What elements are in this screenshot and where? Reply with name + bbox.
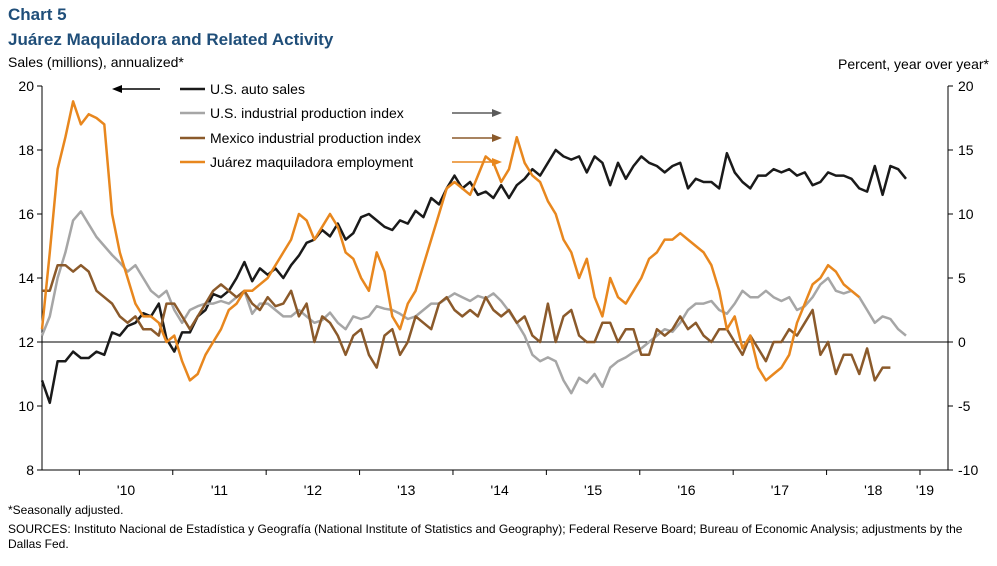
left-tick-label: 16 <box>18 206 34 222</box>
series-lines <box>40 100 907 405</box>
left-tick-label: 8 <box>26 462 34 478</box>
line-chart: 8 10 12 14 16 18 20 -10 -5 0 5 10 15 20 '10 '11 '12 '13 '1… <box>18 78 978 498</box>
footnote: *Seasonally adjusted. <box>8 503 124 517</box>
x-tick-label: '17 <box>771 482 789 498</box>
right-tick-label: 5 <box>958 270 966 286</box>
legend-label-u-s-industrial-production-index: U.S. industrial production index <box>210 105 404 121</box>
x-tick-label: '16 <box>677 482 695 498</box>
chart-title: Juárez Maquiladora and Related Activity <box>8 30 334 49</box>
x-tick-label: '13 <box>397 482 415 498</box>
legend-arrowhead-ju-rez-maquiladora-employment <box>492 158 502 166</box>
left-tick-label: 12 <box>18 334 34 350</box>
x-tick-label: '12 <box>304 482 322 498</box>
right-tick-label: 15 <box>958 142 974 158</box>
left-tick-label: 14 <box>18 270 34 286</box>
legend-arrowhead-u-s-auto-sales <box>112 85 122 93</box>
x-tick-label: '19 <box>916 482 934 498</box>
right-tick-label: -10 <box>958 462 978 478</box>
x-tick-label: '18 <box>864 482 882 498</box>
legend: U.S. auto sales U.S. industrial productio… <box>112 81 502 170</box>
axes: 8 10 12 14 16 18 20 -10 -5 0 5 10 15 20 '10 '11 '12 '13 '1… <box>18 78 978 498</box>
left-tick-label: 20 <box>18 78 34 94</box>
right-tick-label: -5 <box>958 398 971 414</box>
x-tick-label: '14 <box>491 482 509 498</box>
series-line-mexico-industrial-production-index <box>42 263 891 382</box>
legend-label-mexico-industrial-production-index: Mexico industrial production index <box>210 130 421 146</box>
left-tick-label: 18 <box>18 142 34 158</box>
x-tick-label: '15 <box>584 482 602 498</box>
series-line-u-s-industrial-production-index <box>40 210 907 395</box>
chart-label: Chart 5 <box>8 5 67 24</box>
right-tick-label: 10 <box>958 206 974 222</box>
right-tick-label: 20 <box>958 78 974 94</box>
x-tick-label: '10 <box>117 482 135 498</box>
x-tick-label: '11 <box>211 482 228 498</box>
left-axis-label: Sales (millions), annualized* <box>8 54 184 70</box>
right-axis-label: Percent, year over year* <box>838 56 989 72</box>
legend-label-u-s-auto-sales: U.S. auto sales <box>210 81 305 97</box>
left-tick-label: 10 <box>18 398 34 414</box>
series-line-ju-rez-maquiladora-employment <box>40 100 861 382</box>
sources-note: SOURCES: Instituto Nacional de Estadísti… <box>8 522 963 551</box>
right-tick-label: 0 <box>958 334 966 350</box>
legend-label-ju-rez-maquiladora-employment: Juárez maquiladora employment <box>210 154 413 170</box>
legend-arrowhead-mexico-industrial-production-index <box>492 134 502 142</box>
legend-arrowhead-u-s-industrial-production-index <box>492 109 502 117</box>
